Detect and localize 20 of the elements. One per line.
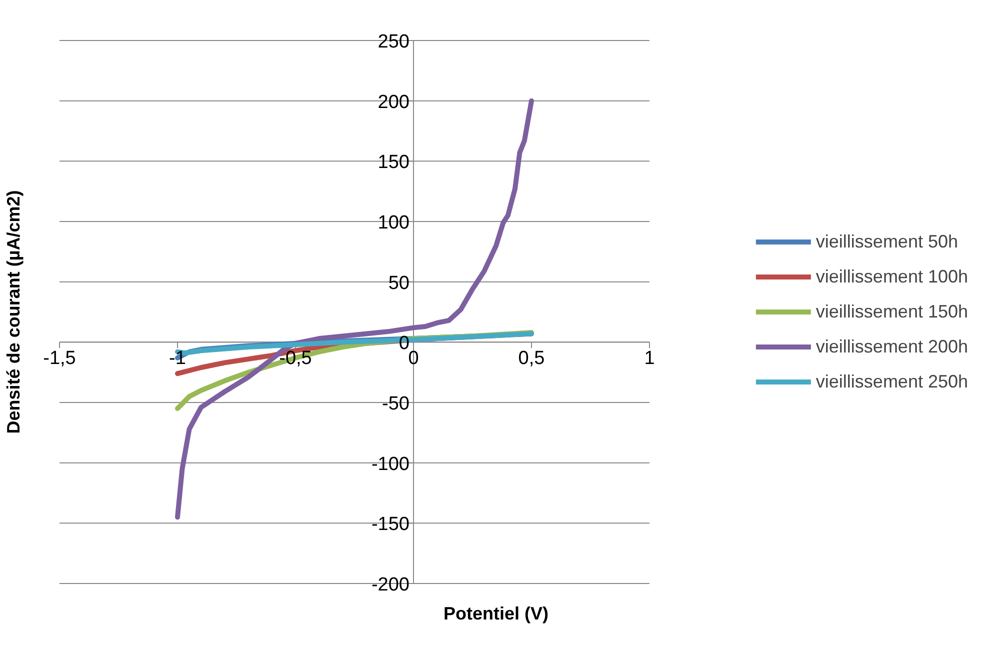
x-tick-label: -1,5	[43, 348, 76, 370]
legend-label: vieillissement 200h	[816, 336, 968, 357]
legend-label: vieillissement 50h	[816, 231, 958, 252]
x-tick-label: 1	[644, 348, 655, 370]
y-tick-label: -150	[371, 514, 410, 536]
x-axis-title: Potentiel (V)	[444, 604, 549, 624]
legend-label: vieillissement 250h	[816, 371, 968, 392]
legend-label: vieillissement 100h	[816, 266, 968, 287]
y-tick-label: -100	[371, 454, 410, 475]
legend-label: vieillissement 150h	[816, 301, 968, 322]
y-tick-label: 150	[378, 152, 410, 174]
y-tick-label: -50	[382, 394, 410, 414]
y-tick-label: -200	[371, 574, 410, 596]
x-tick-label: -0,5	[279, 348, 312, 370]
y-tick-label: 50	[388, 272, 410, 294]
y-tick-label: 200	[378, 92, 410, 113]
y-tick-label: 100	[378, 212, 410, 234]
y-axis-title: Densité de courant (µA/cm2)	[4, 190, 24, 434]
x-tick-label: 0,5	[518, 348, 545, 370]
y-tick-label: 250	[378, 32, 410, 52]
